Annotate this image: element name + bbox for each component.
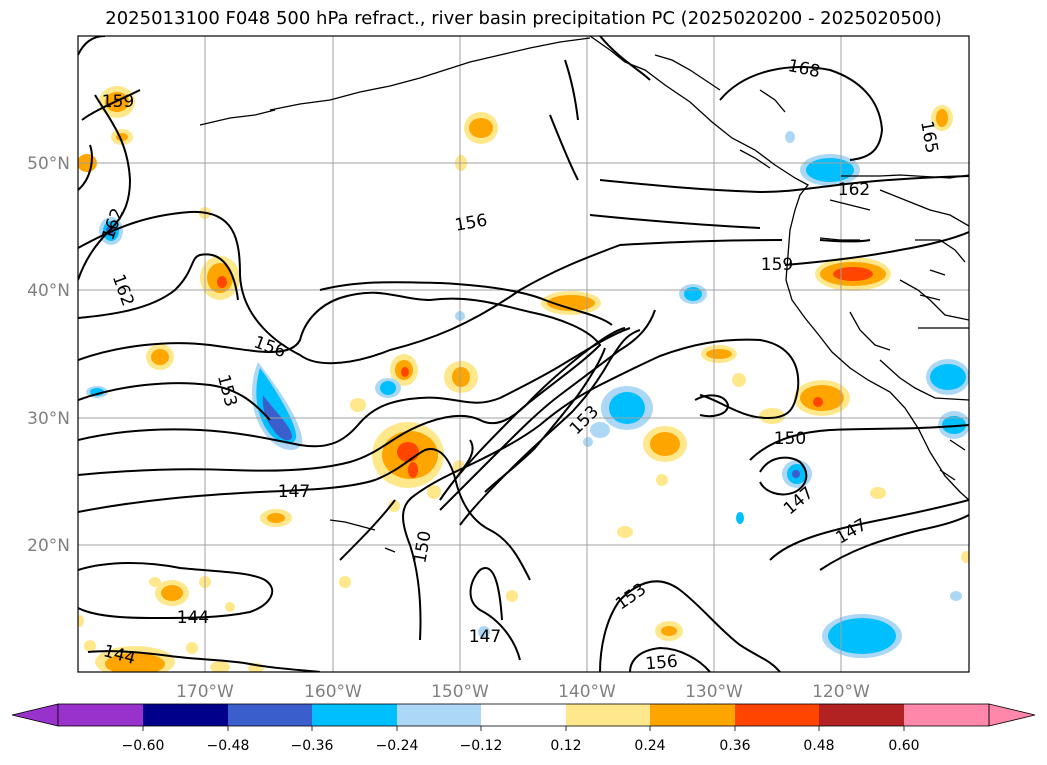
lon-tick-label: 150°W	[431, 682, 489, 702]
colorbar-tick-label: 0.36	[719, 738, 750, 754]
colorbar-segment	[397, 704, 481, 726]
contour-label: 147	[278, 482, 310, 502]
colorbar-segment	[228, 704, 312, 726]
colorbar-segment	[312, 704, 397, 726]
coastlines	[199, 36, 969, 553]
colorbar-segment	[58, 704, 143, 726]
colorbar-tick-label: −0.12	[460, 738, 503, 754]
colorbar-tick-label: 0.24	[634, 738, 665, 754]
colorbar-tick-label: −0.24	[376, 738, 419, 754]
plot-frame	[77, 35, 970, 673]
colorbar-tick-label: −0.60	[122, 738, 165, 754]
colorbar: −0.60 −0.48 −0.36 −0.24 −0.12 0.12 0.24 …	[11, 703, 1036, 754]
contour-label: 162	[838, 180, 870, 200]
lat-tick-label: 50°N	[27, 154, 70, 174]
lon-tick-label: 120°W	[812, 682, 870, 702]
colorbar-tick-label: −0.36	[291, 738, 334, 754]
gridlines	[78, 36, 969, 672]
lon-tick-label: 160°W	[304, 682, 362, 702]
lon-tick-label: 140°W	[558, 682, 616, 702]
colorbar-segment	[819, 704, 904, 726]
lat-tick-label: 20°N	[27, 536, 70, 556]
colorbar-segment	[143, 704, 228, 726]
colorbar-segment	[481, 704, 566, 726]
contour-label: 156	[645, 652, 679, 675]
colorbar-segment	[566, 704, 650, 726]
lon-tick-label: 170°W	[176, 682, 234, 702]
colorbar-tick-label: −0.48	[207, 738, 250, 754]
lon-tick-label: 130°W	[685, 682, 743, 702]
contour-label: 150	[774, 429, 806, 449]
lat-tick-label: 40°N	[27, 281, 70, 301]
contour-label: 147	[469, 627, 501, 647]
contour-label: 159	[102, 92, 134, 112]
colorbar-segment	[650, 704, 735, 726]
contour-label: 159	[761, 255, 793, 275]
lon-axis: 170°W 160°W 150°W 140°W 130°W 120°W	[176, 682, 870, 702]
colorbar-segment	[735, 704, 819, 726]
map-title: 2025013100 F048 500 hPa refract., river …	[105, 8, 942, 29]
plot-area: 159 162 162 156 159 156 153 153 150 147 …	[78, 36, 969, 675]
colorbar-tick-label: 0.48	[803, 738, 834, 754]
lat-axis: 50°N 40°N 30°N 20°N	[27, 154, 70, 556]
contours	[78, 36, 969, 672]
colorbar-extend-left	[11, 703, 59, 727]
contour-label: 144	[177, 608, 209, 628]
lat-tick-label: 30°N	[27, 409, 70, 429]
colorbar-extend-right	[988, 703, 1036, 727]
colorbar-segment	[904, 704, 989, 726]
colorbar-tick-label: 0.60	[888, 738, 919, 754]
colorbar-tick-label: 0.12	[550, 738, 581, 754]
